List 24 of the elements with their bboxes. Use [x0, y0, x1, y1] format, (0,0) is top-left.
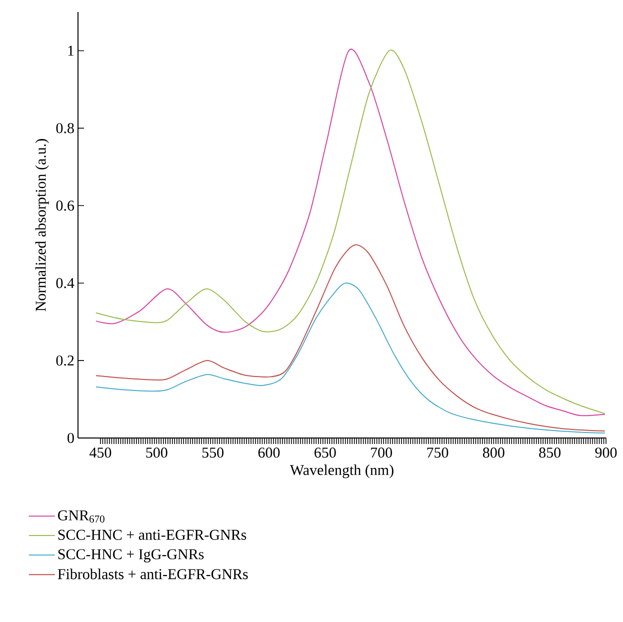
legend-label: GNR$_{670}$ — [58, 510, 104, 523]
x-tick-label: 900 — [595, 448, 617, 458]
legend-label: SCC-HNC + anti-EGFR-GNRs — [58, 530, 246, 540]
y-axis-title: Normalized absorption (a.u.) — [35, 139, 49, 312]
x-tick-label: 550 — [202, 448, 224, 458]
x-tick-label: 500 — [146, 448, 168, 458]
x-tick-label: 700 — [371, 448, 392, 458]
x-tick-label: 800 — [482, 448, 504, 458]
x-tick-label: 650 — [314, 448, 336, 458]
x-tick-label: 750 — [427, 448, 448, 458]
x-axis-title: Wavelength (nm) — [290, 464, 394, 478]
line-series — [95, 282, 606, 434]
legend-label: SCC-HNC + IgG-GNRs — [58, 549, 204, 562]
y-tick-label: 0 — [68, 432, 74, 444]
x-tick-label: 600 — [258, 448, 280, 458]
line-series — [95, 244, 606, 432]
legend-label: Fibroblasts + anti-EGFR-GNRs — [58, 568, 248, 580]
y-tick-label: 0.4 — [56, 278, 74, 288]
y-tick-label: 0.2 — [56, 355, 74, 366]
y-tick-label: 0.6 — [56, 200, 74, 211]
x-tick-label: 450 — [90, 448, 112, 458]
x-tick-label: 850 — [539, 448, 561, 458]
y-tick-label: 1 — [68, 46, 74, 56]
y-tick-label: 0.8 — [56, 123, 74, 134]
